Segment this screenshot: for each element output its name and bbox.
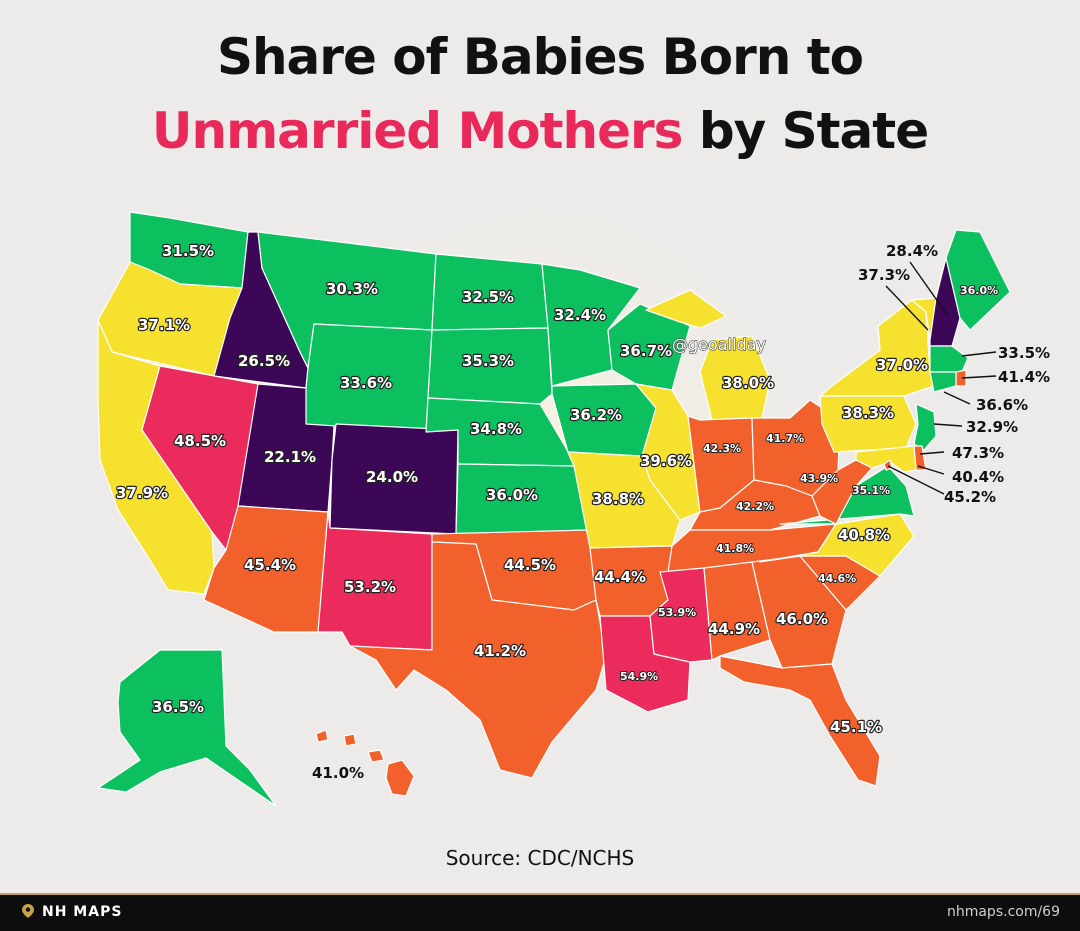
watermark: @geoallday bbox=[672, 335, 766, 354]
us-map: @geoallday 31.5% 37.1% 37.9% 26.5% 48.5%… bbox=[97, 180, 1050, 807]
label-il: 39.6% bbox=[640, 452, 692, 470]
state-nj[interactable] bbox=[913, 403, 937, 451]
label-az: 45.4% bbox=[244, 556, 296, 574]
brand: NH MAPS bbox=[22, 904, 122, 920]
label-ms: 53.9% bbox=[658, 606, 696, 619]
label-co: 24.0% bbox=[366, 468, 418, 486]
title-rest: by State bbox=[682, 102, 929, 160]
label-ok: 44.5% bbox=[504, 556, 556, 574]
label-id: 26.5% bbox=[238, 352, 290, 370]
label-ia: 36.2% bbox=[570, 406, 622, 424]
label-fl: 45.1% bbox=[830, 718, 882, 736]
state-ny[interactable] bbox=[819, 299, 947, 397]
label-ma: 33.5% bbox=[998, 344, 1050, 362]
label-tn: 41.8% bbox=[716, 542, 754, 555]
state-sd[interactable] bbox=[427, 327, 553, 405]
label-sc: 44.6% bbox=[818, 572, 856, 585]
state-shapes bbox=[97, 211, 1011, 807]
location-pin-icon bbox=[22, 904, 34, 918]
label-wy: 33.6% bbox=[340, 374, 392, 392]
state-il[interactable] bbox=[635, 383, 701, 521]
label-nm: 53.2% bbox=[344, 578, 396, 596]
state-labels: 31.5% 37.1% 37.9% 26.5% 48.5% 22.1% 45.4… bbox=[115, 241, 1050, 782]
brand-name: NH MAPS bbox=[42, 904, 123, 920]
label-ky: 42.2% bbox=[736, 500, 774, 513]
label-hi: 41.0% bbox=[312, 764, 364, 782]
label-oh: 41.7% bbox=[766, 432, 804, 445]
state-nc[interactable] bbox=[759, 513, 915, 577]
label-ak: 36.5% bbox=[152, 698, 204, 716]
site-url[interactable]: nhmaps.com/69 bbox=[946, 904, 1060, 920]
state-ma[interactable] bbox=[929, 345, 969, 373]
state-mi-upper[interactable] bbox=[645, 289, 727, 329]
label-sd: 35.3% bbox=[462, 352, 514, 370]
label-mo: 38.8% bbox=[592, 490, 644, 508]
label-nc: 40.8% bbox=[838, 526, 890, 544]
state-me[interactable] bbox=[945, 229, 1011, 331]
state-ak[interactable] bbox=[97, 649, 277, 807]
label-ks: 36.0% bbox=[486, 486, 538, 504]
state-hi-2[interactable] bbox=[343, 733, 357, 747]
label-dc: 45.2% bbox=[944, 488, 996, 506]
label-nd: 32.5% bbox=[462, 288, 514, 306]
label-ri: 41.4% bbox=[998, 368, 1050, 386]
label-la: 54.9% bbox=[620, 670, 658, 683]
label-ct: 36.6% bbox=[976, 396, 1028, 414]
label-al: 44.9% bbox=[708, 620, 760, 638]
label-tx: 41.2% bbox=[474, 642, 526, 660]
label-nh: 28.4% bbox=[886, 242, 938, 260]
label-vt: 37.3% bbox=[858, 266, 910, 284]
label-mi: 38.0% bbox=[722, 374, 774, 392]
leader-lines bbox=[885, 261, 997, 495]
state-fl[interactable] bbox=[719, 655, 881, 787]
label-md: 40.4% bbox=[952, 468, 1004, 486]
label-ca: 37.9% bbox=[116, 484, 168, 502]
state-hi-1[interactable] bbox=[315, 729, 329, 743]
label-de: 47.3% bbox=[952, 444, 1004, 462]
label-wv: 43.9% bbox=[800, 472, 838, 485]
label-ut: 22.1% bbox=[264, 448, 316, 466]
label-wa: 31.5% bbox=[162, 242, 214, 260]
state-tx[interactable] bbox=[349, 541, 607, 779]
label-mt: 30.3% bbox=[326, 280, 378, 298]
label-va: 35.1% bbox=[852, 484, 890, 497]
label-me: 36.0% bbox=[960, 284, 998, 297]
label-nj: 32.9% bbox=[966, 418, 1018, 436]
state-wv[interactable] bbox=[811, 459, 873, 525]
label-pa: 38.3% bbox=[842, 404, 894, 422]
label-mn: 32.4% bbox=[554, 306, 606, 324]
label-ga: 46.0% bbox=[776, 610, 828, 628]
state-hi-3[interactable] bbox=[367, 749, 385, 763]
label-ny: 37.0% bbox=[876, 356, 928, 374]
label-ar: 44.4% bbox=[594, 568, 646, 586]
title-line-2: Unmarried Mothers by State bbox=[0, 102, 1080, 160]
title-line-1: Share of Babies Born to bbox=[216, 28, 864, 86]
footer-bar: NH MAPS nhmaps.com/69 bbox=[0, 893, 1080, 931]
label-nv: 48.5% bbox=[174, 432, 226, 450]
label-wi: 36.7% bbox=[620, 342, 672, 360]
source-note: Source: CDC/NCHS bbox=[445, 846, 635, 870]
label-or: 37.1% bbox=[138, 316, 190, 334]
state-hi-4[interactable] bbox=[385, 759, 415, 797]
state-ct[interactable] bbox=[929, 371, 957, 393]
title-highlight: Unmarried Mothers bbox=[151, 102, 684, 160]
label-in: 42.3% bbox=[703, 442, 741, 455]
state-al[interactable] bbox=[703, 561, 771, 661]
label-ne: 34.8% bbox=[470, 420, 522, 438]
state-md[interactable] bbox=[855, 445, 917, 473]
